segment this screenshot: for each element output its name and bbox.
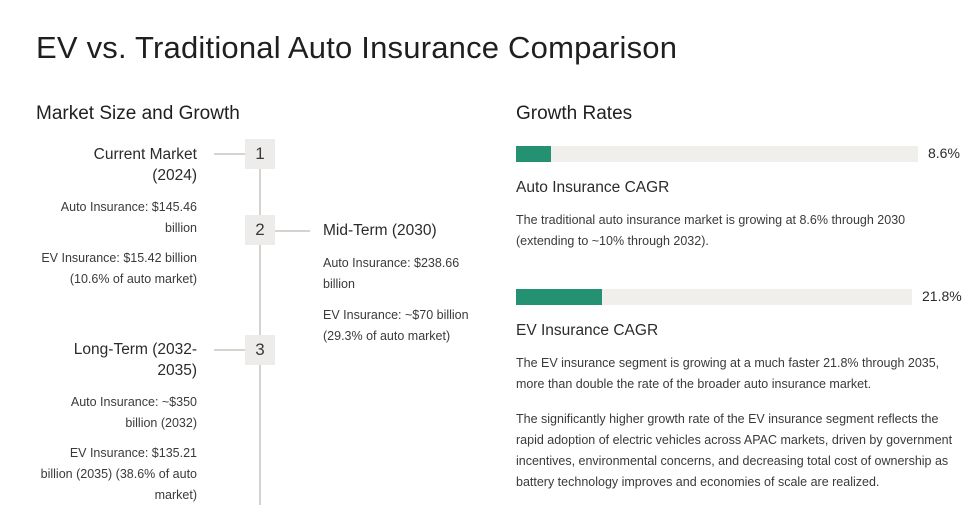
ev-cagr-bar-track [516,289,912,305]
growth-summary: The significantly higher growth rate of … [516,412,953,489]
stage-long-term-ev: EV Insurance: $135.21 billion (2035) (38… [40,446,197,502]
auto-cagr-bar-fill [516,146,551,162]
timeline-marker-3: 3 [245,335,275,365]
stage-title-mid-term: Mid-Term (2030) [323,222,437,239]
timeline-connector [214,153,246,155]
stage-mid-term-auto: Auto Insurance: $238.66 billion [323,256,460,291]
ev-cagr-title: EV Insurance CAGR [516,322,659,339]
auto-cagr-value: 8.6% [928,145,960,161]
stage-current-auto: Auto Insurance: $145.46 billion [60,200,197,235]
stage-mid-term-ev: EV Insurance: ~$70 billion (29.3% of aut… [323,308,469,343]
ev-cagr-value: 21.8% [922,288,962,304]
ev-cagr-bar-fill [516,289,603,305]
auto-cagr-title: Auto Insurance CAGR [516,179,670,196]
timeline-marker-2: 2 [245,215,275,245]
page-title: EV vs. Traditional Auto Insurance Compar… [36,30,678,65]
ev-cagr-description: The EV insurance segment is growing at a… [516,356,940,391]
timeline-connector [214,349,246,351]
auto-cagr-bar-track [516,146,918,162]
market-size-heading: Market Size and Growth [36,103,240,124]
timeline-marker-1: 1 [245,139,275,169]
growth-rates-heading: Growth Rates [516,103,633,124]
auto-cagr-description: The traditional auto insurance market is… [516,213,906,248]
stage-title-long-term: Long-Term (2032-2035) [73,341,197,379]
stage-long-term-auto: Auto Insurance: ~$350 billion (2032) [70,395,197,430]
stage-title-current: Current Market (2024) [93,146,197,184]
timeline-connector [274,230,310,232]
stage-current-ev: EV Insurance: $15.42 billion (10.6% of a… [41,251,197,286]
